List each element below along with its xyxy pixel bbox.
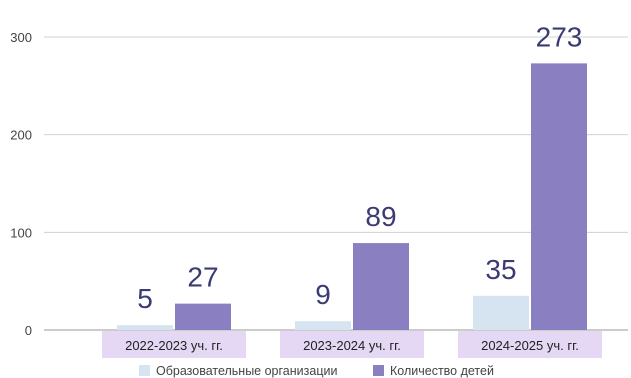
category-label-box bbox=[102, 331, 246, 358]
category-label-box bbox=[458, 331, 602, 358]
data-label: 89 bbox=[365, 201, 396, 232]
legend-swatch bbox=[139, 365, 150, 376]
category-labels: 2022-2023 уч. гг. 2023-2024 уч. гг. 2024-2… bbox=[102, 331, 602, 358]
category-label: 2023-2024 уч. гг. bbox=[303, 338, 401, 353]
legend-label: Образовательные организации bbox=[156, 364, 337, 378]
bars bbox=[117, 63, 587, 331]
bar-organizations bbox=[117, 325, 173, 330]
data-label: 273 bbox=[536, 21, 583, 52]
y-axis-ticks: 0 100 200 300 bbox=[10, 30, 32, 338]
y-tick-label: 200 bbox=[10, 128, 32, 143]
legend-swatch bbox=[373, 365, 384, 376]
data-label: 35 bbox=[485, 254, 516, 285]
y-tick-label: 0 bbox=[25, 323, 32, 338]
bar-children bbox=[353, 243, 409, 330]
data-label: 27 bbox=[187, 262, 218, 293]
bar-organizations bbox=[295, 321, 351, 330]
category-label-box bbox=[280, 331, 424, 358]
y-tick-label: 300 bbox=[10, 30, 32, 45]
data-labels: 5 27 9 89 35 273 bbox=[137, 21, 582, 314]
bar-children bbox=[175, 303, 231, 330]
legend: Образовательные организации Количество де… bbox=[139, 364, 494, 378]
data-label: 5 bbox=[137, 283, 153, 314]
legend-label: Количество детей bbox=[390, 364, 494, 378]
bar-children bbox=[531, 63, 587, 331]
bar-organizations bbox=[473, 295, 529, 330]
data-label: 9 bbox=[315, 279, 331, 310]
y-tick-label: 100 bbox=[10, 225, 32, 240]
category-label: 2022-2023 уч. гг. bbox=[125, 338, 223, 353]
category-label: 2024-2025 уч. гг. bbox=[481, 338, 579, 353]
